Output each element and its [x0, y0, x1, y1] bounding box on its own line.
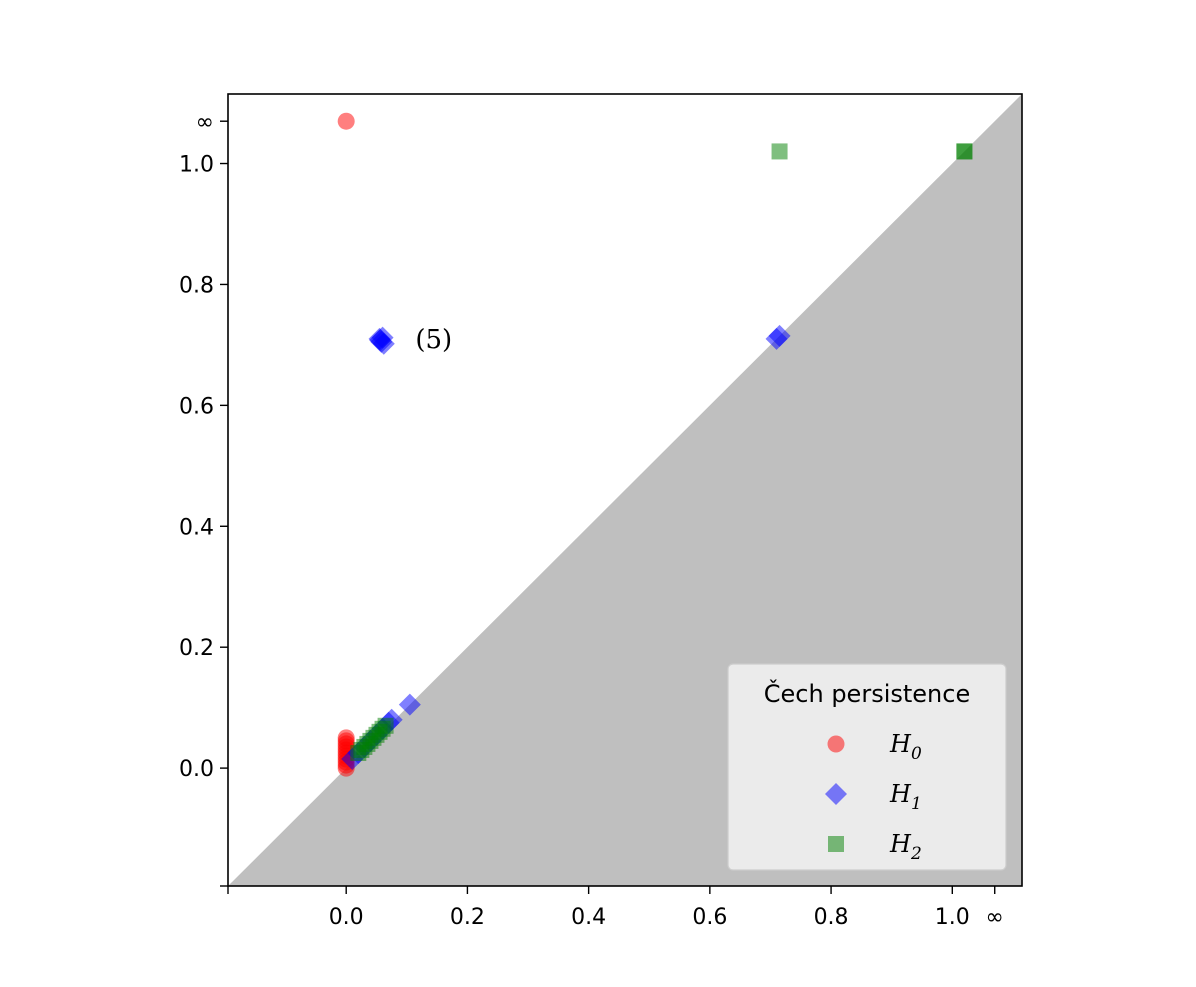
axes-frame	[227, 93, 1023, 887]
legend-label-H1: H1	[889, 780, 922, 814]
point-H1	[372, 332, 395, 355]
x-tick-label: 1.0	[935, 905, 970, 930]
series-H2	[350, 143, 973, 761]
y-tick-label: 0.2	[179, 636, 214, 661]
legend: Čech persistence H0 H1 H2	[727, 663, 1007, 871]
y-tick-label: 0.0	[179, 757, 214, 782]
x-tick-label: 0.6	[692, 905, 727, 930]
legend-label-H2: H2	[889, 830, 922, 864]
point-H1	[398, 693, 421, 716]
legend-marker-H2	[828, 836, 844, 852]
legend-label-H0: H0	[889, 730, 922, 764]
point-H2	[956, 143, 973, 160]
x-tick-label: 0.2	[450, 905, 485, 930]
legend-box	[727, 663, 1007, 871]
y-tick-label: 0.8	[179, 273, 214, 298]
y-tick-label: 0.4	[179, 515, 214, 540]
point-H0	[337, 112, 355, 130]
y-tick-label: ∞	[196, 110, 214, 135]
x-tick-label: 0.4	[571, 905, 606, 930]
legend-marker-H0	[827, 735, 845, 753]
y-tick-label: 0.6	[179, 394, 214, 419]
point-H0	[337, 729, 355, 747]
x-tick-label: 0.0	[329, 905, 364, 930]
point-H1	[768, 324, 791, 347]
y-tick-label: 1.0	[179, 153, 214, 178]
x-tick-label: ∞	[986, 905, 1004, 930]
annotation-label: (5)	[415, 325, 452, 355]
legend-marker-H1	[825, 783, 847, 805]
x-tick-label: 0.8	[814, 905, 849, 930]
point-H2	[377, 717, 394, 734]
point-H2	[771, 143, 788, 160]
legend-title: Čech persistence	[764, 678, 970, 708]
